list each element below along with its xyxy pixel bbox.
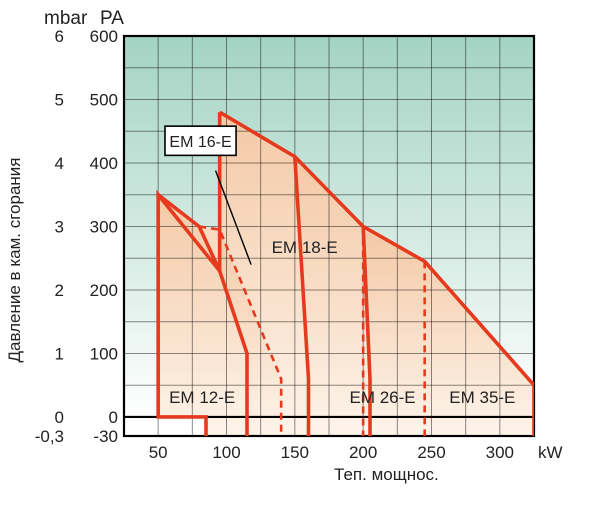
ytick-mbar-0: -0,3 [35, 427, 64, 446]
ytick-pa-200: 200 [90, 281, 118, 300]
ytick-mbar-3: 2 [55, 281, 64, 300]
ytick-pa-600: 600 [90, 27, 118, 46]
chart-svg: EM 12‑E EM 18‑E EM 26‑E EM 35‑E EM 16‑E mbar P… [0, 0, 600, 506]
ytick-pa-100: 100 [90, 344, 118, 363]
xtick-150: 150 [281, 443, 309, 462]
xtick-50: 50 [149, 443, 168, 462]
ytick-pa-0: 0 [109, 408, 118, 427]
ytick-pa--30: -30 [93, 427, 118, 446]
pressure-vs-power-chart: EM 12‑E EM 18‑E EM 26‑E EM 35‑E EM 16‑E mbar P… [0, 0, 600, 506]
ytick-mbar-7: 6 [55, 27, 64, 46]
ytick-pa-400: 400 [90, 154, 118, 173]
ytick-mbar-2: 1 [55, 344, 64, 363]
ytick-pa-300: 300 [90, 217, 118, 236]
xtick-300: 300 [486, 443, 514, 462]
ytick-mbar-6: 5 [55, 90, 64, 109]
ytick-mbar-1: 0 [55, 408, 64, 427]
ytick-pa-500: 500 [90, 90, 118, 109]
xtick-100: 100 [212, 443, 240, 462]
y-header-mbar: mbar [44, 8, 88, 29]
callout-label-em16: EM 16‑E [169, 134, 231, 151]
y-axis-title: Давление в кам. сгорания [5, 158, 24, 363]
ytick-mbar-4: 3 [55, 217, 64, 236]
label-em18: EM 18‑E [272, 238, 338, 257]
x-axis-title: Теп. мощнос. [334, 465, 439, 484]
label-em12: EM 12‑E [169, 388, 235, 407]
label-em35: EM 35‑E [449, 388, 515, 407]
xtick-200: 200 [349, 443, 377, 462]
label-em26: EM 26‑E [350, 388, 416, 407]
y-header-pa: PA [100, 8, 124, 29]
ytick-mbar-5: 4 [55, 154, 64, 173]
x-unit-label: kW [538, 443, 563, 462]
xtick-250: 250 [417, 443, 445, 462]
